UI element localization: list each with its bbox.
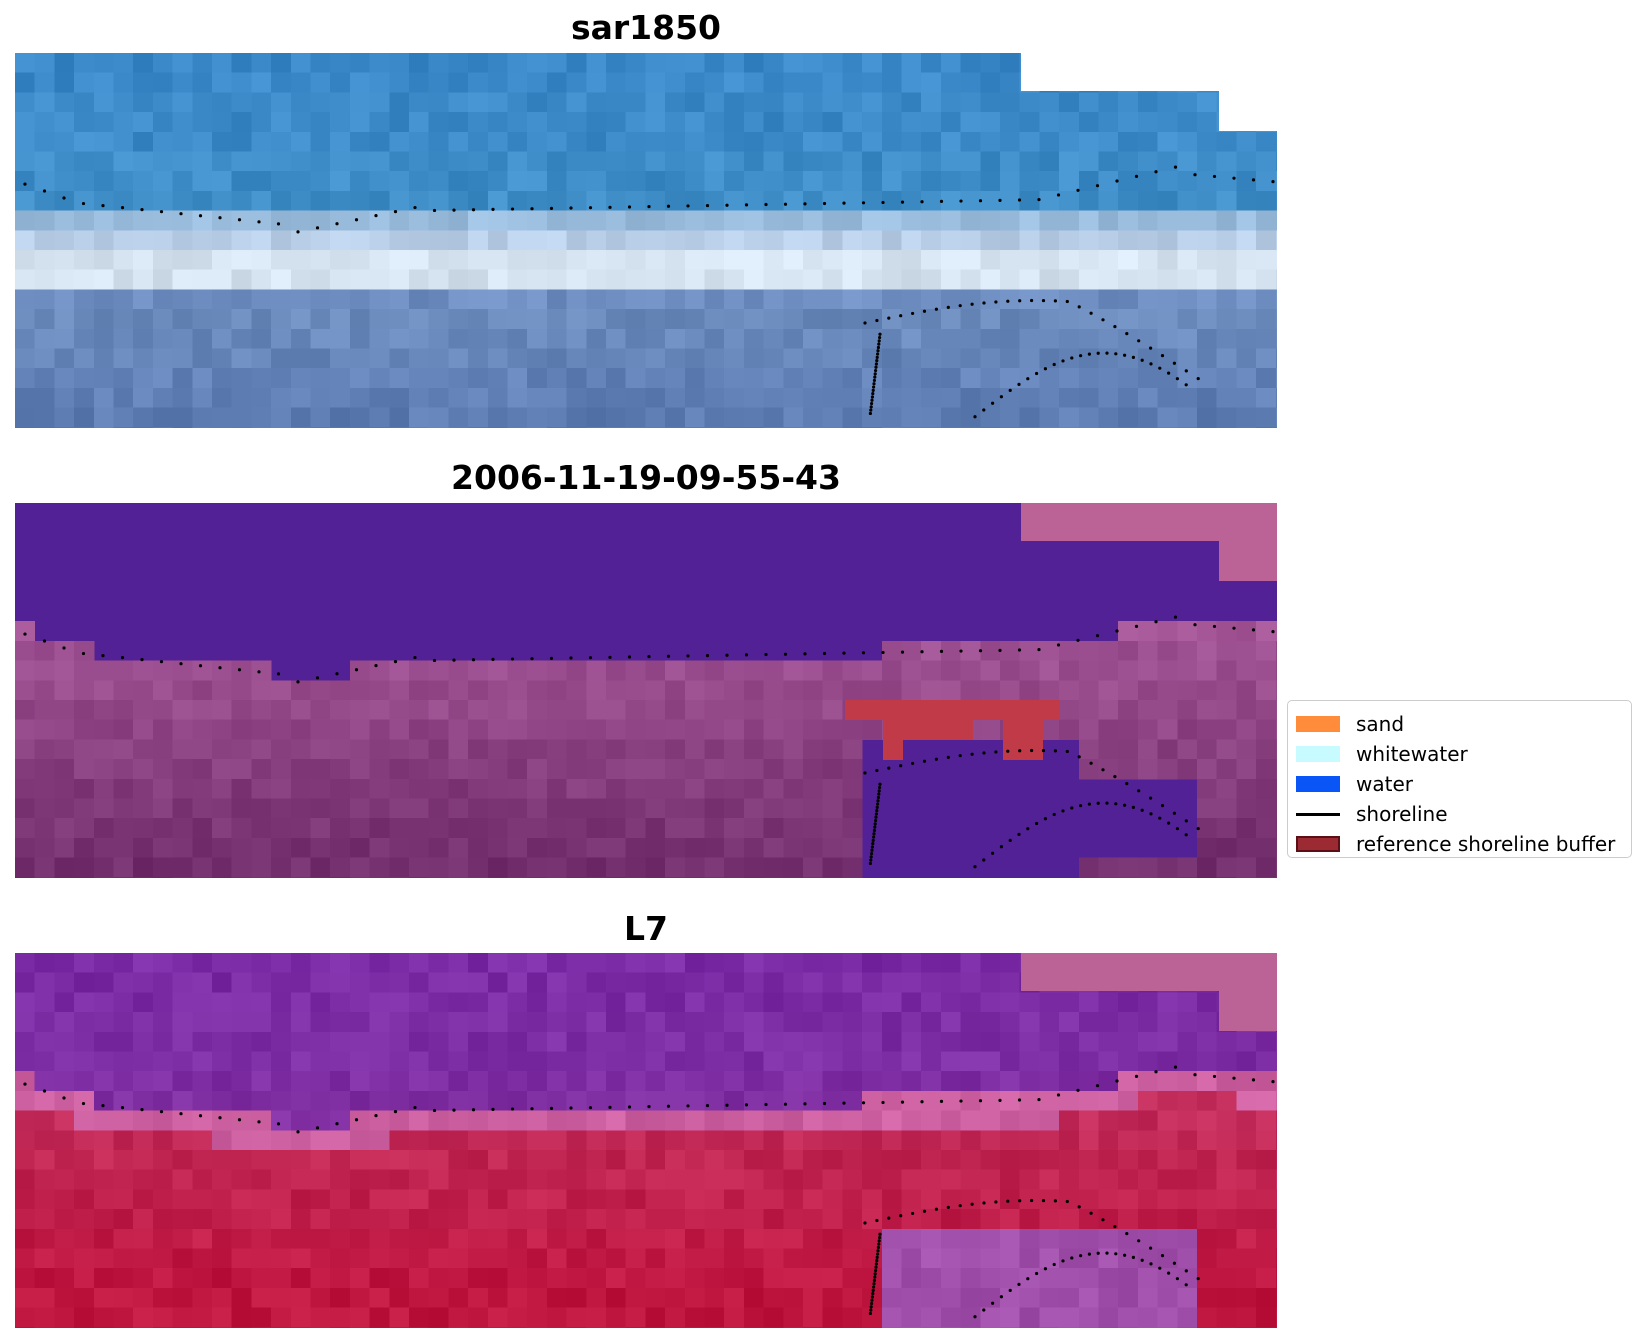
- classified-image: [15, 503, 1277, 878]
- panel-title-date: 2006-11-19-09-55-43: [451, 458, 841, 497]
- legend-label-shoreline: shoreline: [1356, 802, 1448, 826]
- index-pixels: [15, 953, 1277, 1328]
- rgb-image-panel: [15, 53, 1277, 428]
- index-image-panel: [15, 953, 1277, 1328]
- reference-buffer-swatch: [1296, 836, 1340, 852]
- rgb-image: [15, 53, 1277, 428]
- sand-swatch: [1296, 716, 1340, 732]
- legend-label-reference-buffer: reference shoreline buffer: [1356, 832, 1616, 856]
- classified-image-panel: [15, 503, 1277, 878]
- legend-item-sand: sand: [1296, 711, 1404, 737]
- reference-buffer-area: [845, 700, 1060, 760]
- shoreline-dots-rgb: [23, 165, 1275, 419]
- shoreline-dots-classified: [23, 615, 1275, 869]
- water-swatch: [1296, 776, 1340, 792]
- legend-item-reference-buffer: reference shoreline buffer: [1296, 831, 1615, 857]
- index-image: [15, 953, 1277, 1328]
- legend-item-water: water: [1296, 771, 1413, 797]
- legend-item-shoreline: shoreline: [1296, 801, 1448, 827]
- shoreline-dots-index: [23, 1065, 1275, 1319]
- classified-pixels: [15, 503, 1277, 878]
- legend: sand whitewater water shoreline referenc…: [1287, 700, 1632, 858]
- panel-title-sar1850: sar1850: [570, 8, 722, 47]
- legend-label-water: water: [1356, 772, 1413, 796]
- rgb-pixels: [15, 53, 1277, 428]
- legend-label-whitewater: whitewater: [1356, 742, 1468, 766]
- legend-label-sand: sand: [1356, 712, 1405, 736]
- legend-item-whitewater: whitewater: [1296, 741, 1468, 767]
- shoreline-line-swatch: [1296, 806, 1340, 822]
- panel-title-l7: L7: [624, 909, 668, 948]
- whitewater-swatch: [1296, 746, 1340, 762]
